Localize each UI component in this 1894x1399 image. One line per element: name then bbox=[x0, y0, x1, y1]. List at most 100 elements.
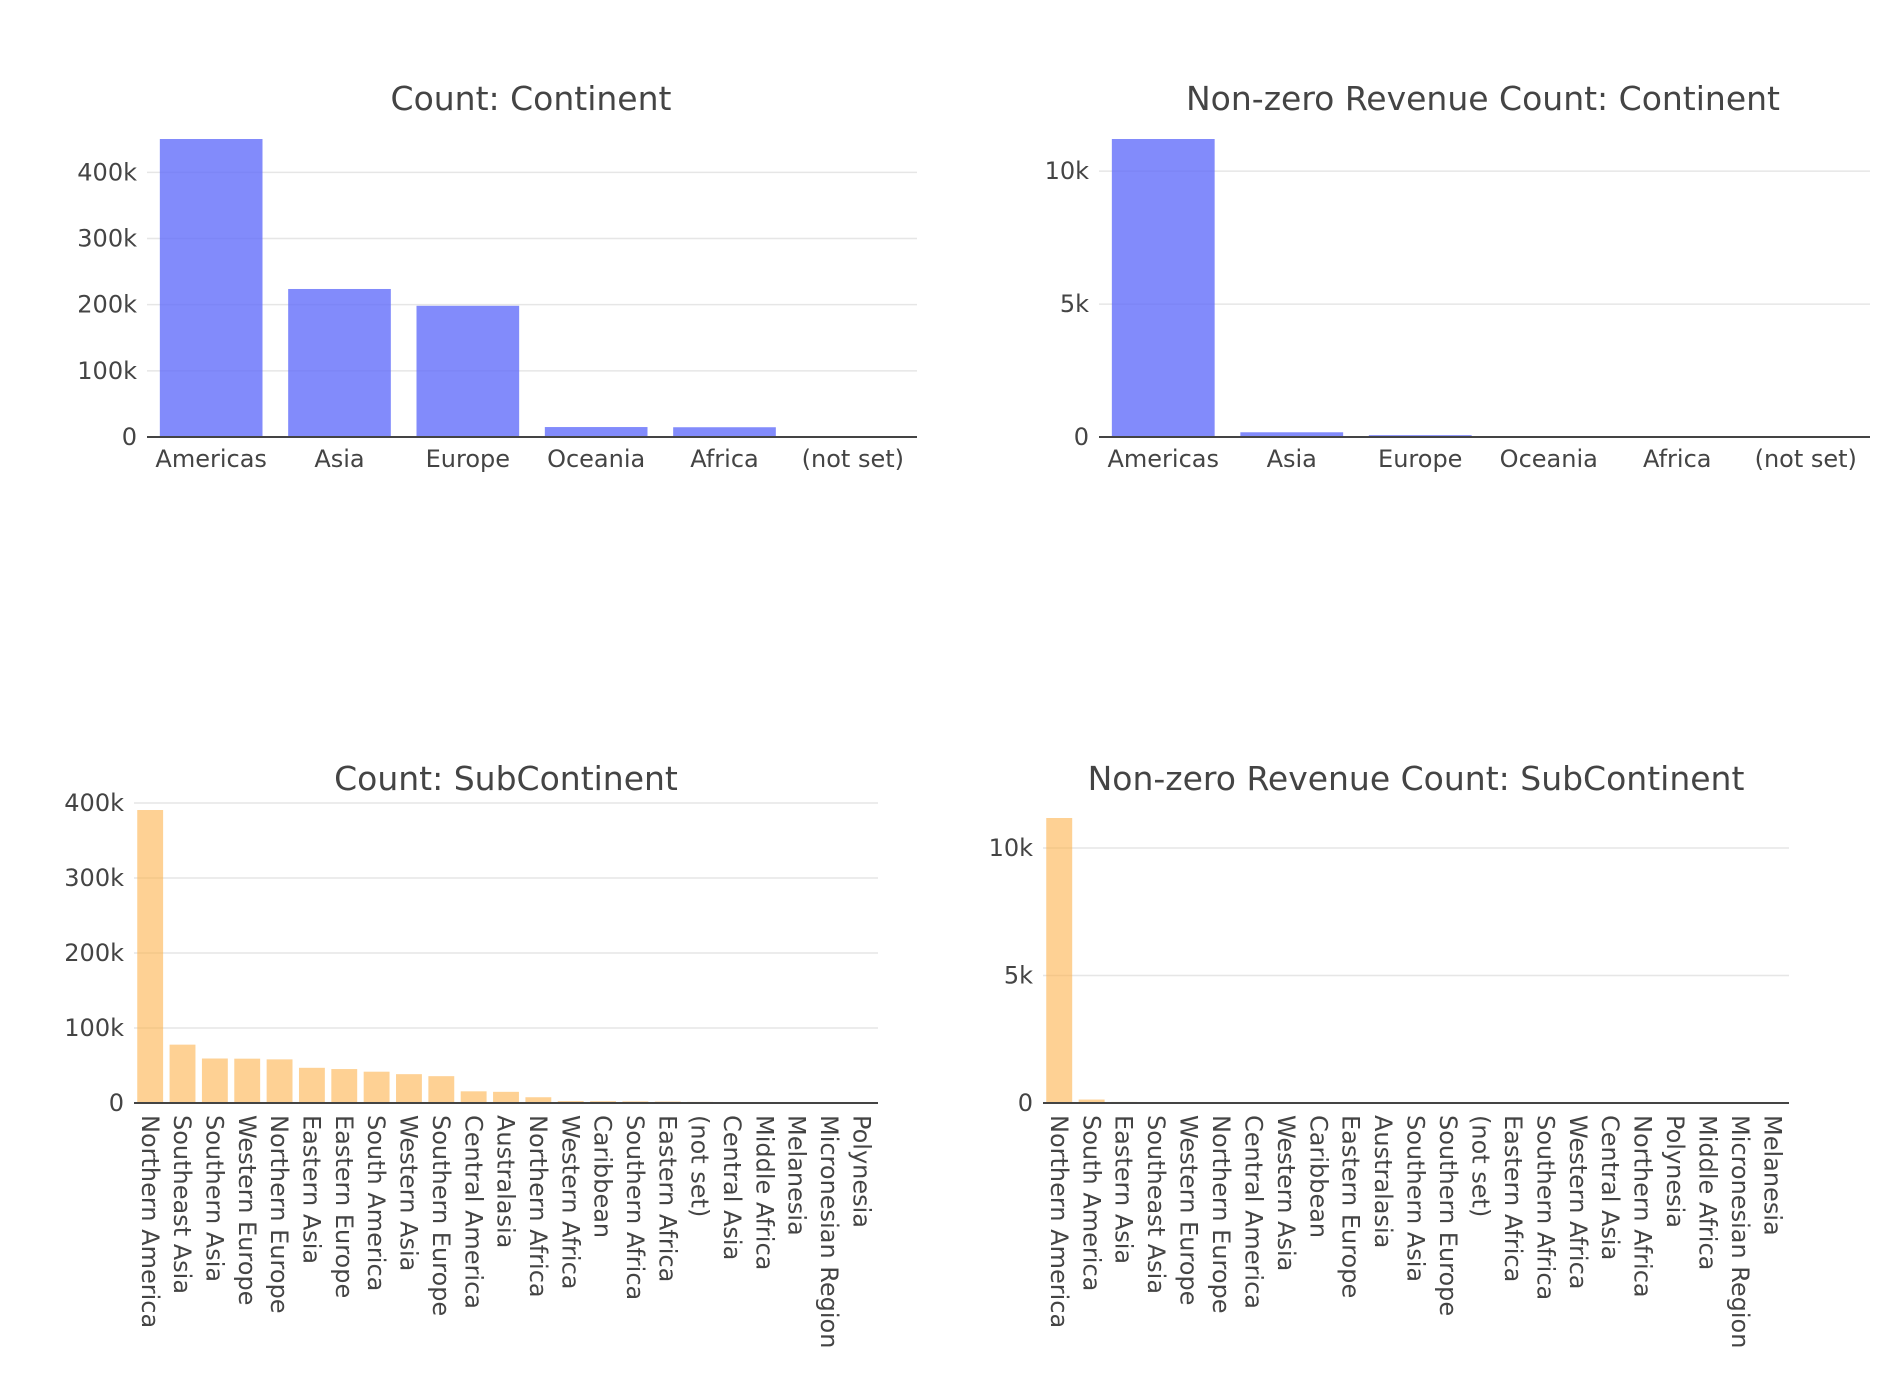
x-tick-label: Southern Europe bbox=[1434, 1115, 1462, 1316]
x-tick-label: Americas bbox=[155, 445, 267, 473]
x-tick-label: Polynesia bbox=[847, 1115, 875, 1228]
y-tick-label: 0 bbox=[1074, 423, 1089, 451]
chart-nonzero-revenue-continent: 0 5k 10k Americas Asia Europe Oceania Africa (no… bbox=[1045, 79, 1870, 473]
x-tick-label: Eastern Asia bbox=[1110, 1115, 1138, 1264]
x-tick-label: Central America bbox=[1239, 1115, 1267, 1309]
x-tick-label: Central Asia bbox=[1596, 1115, 1624, 1260]
x-tick-label: Melanesia bbox=[783, 1115, 811, 1236]
bar-northern-africa bbox=[525, 1097, 552, 1103]
x-tick-label: Melanesia bbox=[1758, 1115, 1786, 1236]
y-tick-label: 0 bbox=[122, 423, 137, 451]
bar-south-america bbox=[1078, 1099, 1105, 1103]
x-tick-label: Oceania bbox=[547, 445, 645, 473]
bar-americas bbox=[159, 139, 263, 437]
x-tick-label: Africa bbox=[690, 445, 758, 473]
bar-southern-asia bbox=[201, 1058, 228, 1103]
x-tick-label: Western Africa bbox=[1564, 1115, 1592, 1290]
x-tick-label: Micronesian Region bbox=[815, 1115, 843, 1348]
y-tick-label: 400k bbox=[64, 789, 124, 817]
x-tick-label: Southeast Asia bbox=[168, 1115, 196, 1294]
x-tick-label: Northern Europe bbox=[1207, 1115, 1235, 1314]
x-tick-label: Western Asia bbox=[1272, 1115, 1300, 1271]
x-tick-label: Southern Asia bbox=[1402, 1115, 1430, 1282]
bar-eastern-europe bbox=[331, 1069, 358, 1103]
x-tick-label: South America bbox=[1077, 1115, 1105, 1291]
y-tick-label: 200k bbox=[64, 939, 124, 967]
x-tick-label: Eastern Europe bbox=[330, 1115, 358, 1298]
y-tick-label: 100k bbox=[77, 357, 137, 385]
x-tick-label: Australasia bbox=[1369, 1115, 1397, 1248]
x-tick-label: Australasia bbox=[492, 1115, 520, 1248]
x-tick-label: Western Asia bbox=[395, 1115, 423, 1271]
x-tick-label: Europe bbox=[426, 445, 510, 473]
bar-southern-europe bbox=[428, 1076, 455, 1103]
bar-oceania bbox=[544, 427, 648, 437]
x-tick-label: Southeast Asia bbox=[1142, 1115, 1170, 1294]
y-tick-label: 0 bbox=[1018, 1089, 1033, 1117]
x-tick-label: Western Europe bbox=[233, 1115, 261, 1305]
bar-europe bbox=[416, 305, 520, 437]
chart-title: Count: Continent bbox=[391, 79, 672, 118]
y-tick-label: 10k bbox=[1045, 157, 1090, 185]
x-tick-label: Central America bbox=[459, 1115, 487, 1309]
x-tick-label: Western Europe bbox=[1175, 1115, 1203, 1305]
bar-asia bbox=[288, 288, 391, 437]
chart-count-continent: 0 100k 200k 300k 400k Americas Asia Europe Ocean… bbox=[77, 79, 917, 473]
y-tick-label: 300k bbox=[64, 864, 124, 892]
x-tick-label: Eastern Africa bbox=[1499, 1115, 1527, 1282]
x-tick-label: Western Africa bbox=[556, 1115, 584, 1290]
x-tick-label: Southern Europe bbox=[427, 1115, 455, 1316]
bar-africa bbox=[673, 427, 776, 437]
x-tick-label: Asia bbox=[1267, 445, 1317, 473]
x-tick-label: Caribbean bbox=[1304, 1115, 1332, 1238]
bar-south-america bbox=[363, 1071, 390, 1103]
x-tick-label: Southern Asia bbox=[200, 1115, 228, 1282]
x-tick-label: Middle Africa bbox=[1694, 1115, 1722, 1270]
bar-eastern-asia bbox=[298, 1067, 325, 1103]
x-tick-label: Micronesian Region bbox=[1726, 1115, 1754, 1348]
y-tick-label: 5k bbox=[1060, 290, 1089, 318]
x-tick-label: Asia bbox=[314, 445, 364, 473]
x-tick-label: Polynesia bbox=[1661, 1115, 1689, 1228]
x-tick-label: Eastern Asia bbox=[298, 1115, 326, 1264]
x-tick-label: (not set) bbox=[1466, 1115, 1494, 1217]
y-tick-label: 300k bbox=[77, 224, 137, 252]
x-tick-label: Northern America bbox=[136, 1115, 164, 1328]
x-tick-label: Northern Europe bbox=[265, 1115, 293, 1314]
chart-title: Non-zero Revenue Count: Continent bbox=[1186, 79, 1780, 118]
bar-americas bbox=[1111, 139, 1215, 437]
bar-northern-america bbox=[1046, 818, 1073, 1103]
y-tick-label: 400k bbox=[77, 158, 137, 186]
x-tick-label: Americas bbox=[1107, 445, 1219, 473]
x-tick-label: (not set) bbox=[802, 445, 904, 473]
chart-count-subcontinent: 0 100k 200k 300k 400k Northern America Southea… bbox=[64, 759, 878, 1348]
y-tick-label: 10k bbox=[989, 834, 1034, 862]
bar-northern-europe bbox=[266, 1059, 293, 1103]
x-tick-label: Southern Africa bbox=[1531, 1115, 1559, 1300]
y-tick-label: 5k bbox=[1004, 961, 1033, 989]
y-tick-label: 200k bbox=[77, 291, 137, 319]
chart-title: Count: SubContinent bbox=[334, 759, 678, 798]
bar-western-europe bbox=[234, 1058, 261, 1103]
x-tick-label: Europe bbox=[1378, 445, 1462, 473]
x-tick-label: Southern Africa bbox=[621, 1115, 649, 1300]
x-tick-label: Northern Africa bbox=[1629, 1115, 1657, 1298]
bar-asia bbox=[1240, 432, 1344, 437]
bar-northern-america bbox=[137, 810, 164, 1103]
x-tick-label: South America bbox=[362, 1115, 390, 1291]
x-tick-label: Central Asia bbox=[718, 1115, 746, 1260]
y-tick-label: 100k bbox=[64, 1014, 124, 1042]
x-tick-label: Eastern Africa bbox=[653, 1115, 681, 1282]
x-tick-label: Oceania bbox=[1500, 445, 1598, 473]
x-tick-label: (not set) bbox=[1755, 445, 1857, 473]
bar-western-asia bbox=[396, 1074, 422, 1103]
x-tick-label: Africa bbox=[1643, 445, 1711, 473]
y-tick-label: 0 bbox=[109, 1089, 124, 1117]
x-tick-label: Northern America bbox=[1045, 1115, 1073, 1328]
x-tick-label: Northern Africa bbox=[524, 1115, 552, 1298]
bar-central-america bbox=[460, 1091, 487, 1103]
bar-australasia bbox=[493, 1091, 519, 1103]
